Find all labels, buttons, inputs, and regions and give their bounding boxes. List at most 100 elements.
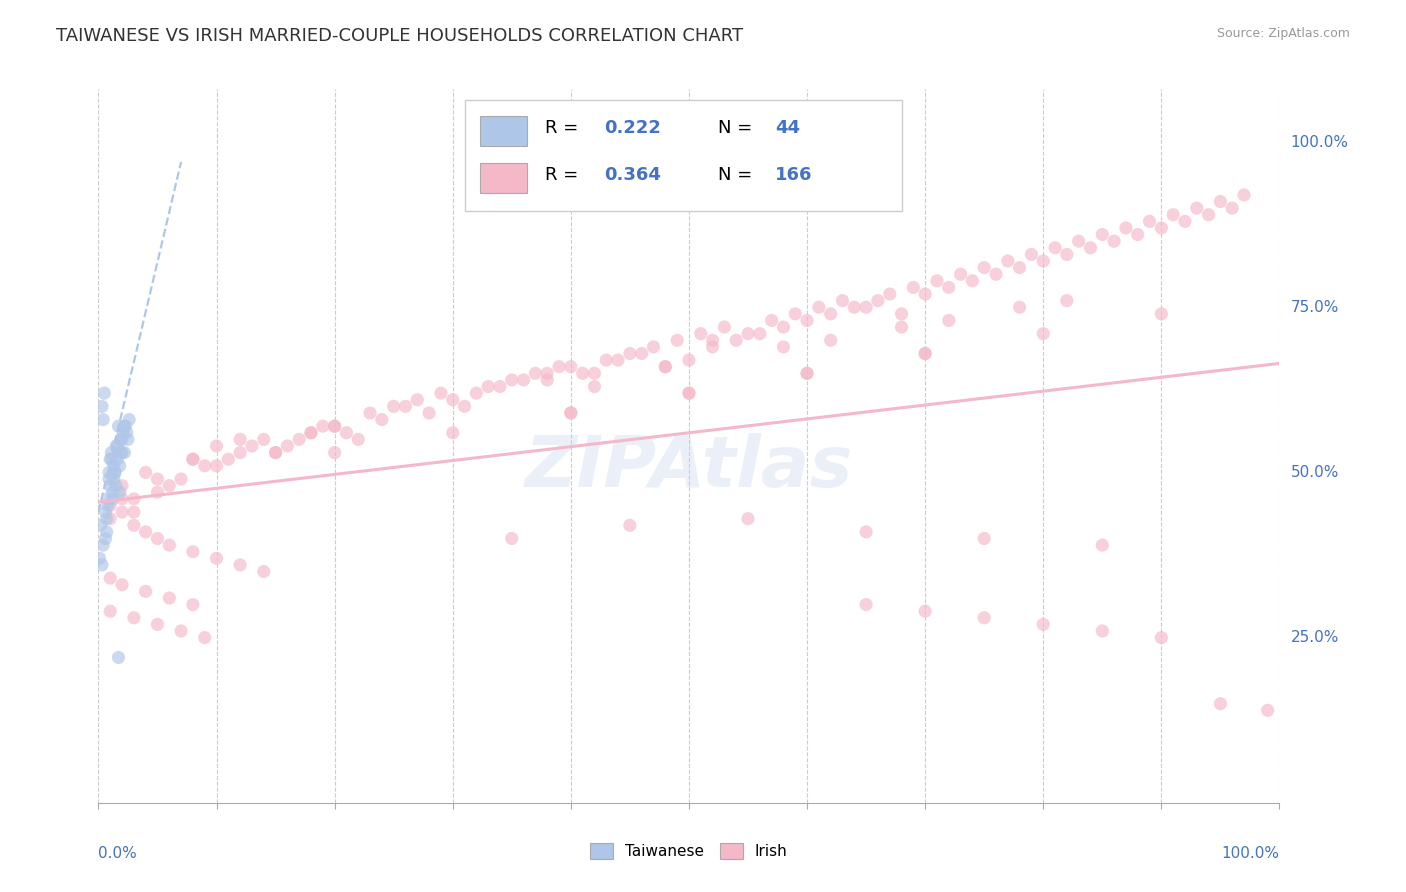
Point: [441, 392, 464, 407]
Point: [205, 439, 228, 453]
Point: [713, 320, 735, 334]
Point: [94, 505, 117, 519]
Text: N =: N =: [718, 166, 758, 184]
Text: 44: 44: [775, 120, 800, 137]
Point: [914, 346, 936, 360]
Point: [146, 617, 169, 632]
Point: [879, 287, 901, 301]
Point: [1198, 208, 1220, 222]
Point: [105, 439, 128, 453]
Point: [1139, 214, 1161, 228]
Text: 100.0%: 100.0%: [1291, 135, 1348, 150]
Text: 0.0%: 0.0%: [98, 846, 138, 861]
Point: [866, 293, 889, 308]
Point: [796, 313, 818, 327]
Text: TAIWANESE VS IRISH MARRIED-COUPLE HOUSEHOLDS CORRELATION CHART: TAIWANESE VS IRISH MARRIED-COUPLE HOUSEH…: [56, 27, 744, 45]
Point: [772, 320, 794, 334]
Point: [98, 466, 121, 480]
Point: [264, 445, 287, 459]
Text: 75.0%: 75.0%: [1291, 300, 1339, 315]
Point: [104, 466, 127, 480]
Point: [796, 367, 818, 381]
Point: [253, 433, 276, 447]
Point: [91, 538, 114, 552]
Point: [299, 425, 322, 440]
Point: [890, 320, 912, 334]
Point: [118, 412, 141, 426]
Point: [157, 591, 180, 605]
Text: 50.0%: 50.0%: [1291, 465, 1339, 480]
Point: [135, 584, 157, 599]
Point: [94, 532, 117, 546]
Point: [903, 280, 925, 294]
Point: [323, 419, 346, 434]
Text: 166: 166: [775, 166, 813, 184]
Point: [1008, 260, 1031, 275]
Point: [796, 367, 818, 381]
Point: [524, 367, 547, 381]
Point: [595, 353, 617, 368]
Point: [157, 478, 180, 492]
Point: [430, 386, 453, 401]
Point: [229, 558, 252, 572]
Point: [643, 340, 665, 354]
Point: [1056, 247, 1078, 261]
Point: [181, 452, 204, 467]
Point: [253, 565, 276, 579]
Point: [1126, 227, 1149, 242]
Point: [973, 532, 995, 546]
Point: [619, 518, 641, 533]
Text: R =: R =: [546, 166, 583, 184]
Point: [135, 524, 157, 539]
Point: [465, 386, 488, 401]
Point: [1150, 631, 1173, 645]
Point: [146, 472, 169, 486]
Point: [229, 445, 252, 459]
Point: [501, 373, 523, 387]
Point: [104, 466, 127, 480]
Point: [100, 452, 122, 467]
Point: [1161, 208, 1184, 222]
Point: [844, 300, 866, 314]
Point: [785, 307, 807, 321]
Point: [1185, 201, 1208, 215]
Point: [748, 326, 770, 341]
Point: [1032, 254, 1054, 268]
Point: [831, 293, 853, 308]
Point: [98, 571, 121, 585]
Point: [299, 425, 322, 440]
Point: [997, 254, 1019, 268]
Point: [89, 551, 111, 566]
Point: [103, 458, 125, 473]
Point: [111, 445, 134, 459]
Point: [820, 307, 842, 321]
Point: [394, 400, 416, 414]
Point: [170, 624, 193, 638]
Point: [122, 611, 145, 625]
Point: [1091, 624, 1114, 638]
Point: [1102, 234, 1125, 248]
Point: [1091, 227, 1114, 242]
Point: [477, 379, 499, 393]
Point: [98, 478, 121, 492]
Point: [276, 439, 298, 453]
Point: [103, 472, 125, 486]
Point: [583, 367, 606, 381]
Point: [194, 458, 217, 473]
Point: [560, 406, 582, 420]
Point: [96, 511, 118, 525]
Point: [323, 419, 346, 434]
Point: [1067, 234, 1090, 248]
Point: [288, 433, 311, 447]
Point: [347, 433, 370, 447]
Point: [571, 367, 593, 381]
Point: [536, 367, 558, 381]
Point: [181, 598, 204, 612]
Point: [98, 472, 121, 486]
Point: [217, 452, 239, 467]
Point: [1209, 697, 1232, 711]
Point: [406, 392, 429, 407]
Point: [501, 532, 523, 546]
Point: [548, 359, 571, 374]
Point: [91, 400, 114, 414]
